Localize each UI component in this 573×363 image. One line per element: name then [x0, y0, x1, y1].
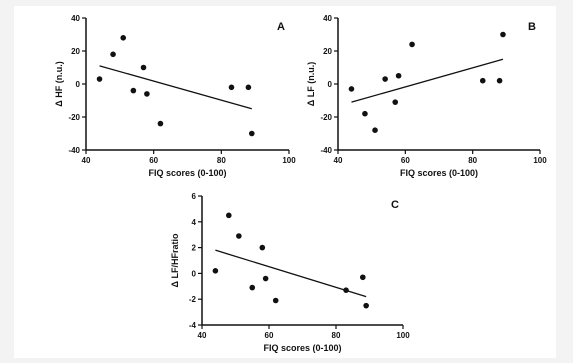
y-axis-label: Δ HF (n.u.) — [54, 61, 64, 106]
data-point — [144, 91, 150, 97]
panel-a: 40 60 80 100 -40 -20 0 20 40 Δ HF (n.u.) FIQ sco… — [54, 14, 296, 178]
y-tick-label: 20 — [323, 47, 332, 56]
x-tick-label: 60 — [401, 156, 410, 165]
x-axis-label: FIQ scores (0-100) — [263, 343, 341, 353]
y-tick-label: -40 — [320, 146, 332, 155]
x-tick-label: 80 — [468, 156, 477, 165]
panel-label: C — [391, 199, 399, 211]
data-point — [226, 212, 232, 219]
x-tick-label: 100 — [396, 331, 410, 340]
data-point — [236, 233, 242, 239]
data-point — [348, 86, 355, 92]
data-point — [496, 77, 503, 84]
x-tick-label: 40 — [334, 156, 343, 165]
data-point — [130, 87, 137, 94]
data-point — [228, 84, 235, 91]
panel-b: 40 60 80 100 -40 -20 0 20 40 Δ LF (n.u.) FIQ sco… — [306, 14, 547, 178]
data-points — [212, 212, 369, 309]
y-tick-label: -20 — [320, 113, 332, 122]
data-point — [372, 127, 378, 133]
y-tick-label: 6 — [192, 192, 197, 201]
x-axis-label: FIQ scores (0-100) — [400, 168, 478, 178]
trend-line — [215, 249, 367, 298]
data-point — [212, 268, 219, 274]
axis-ticks: 40 60 80 100 -40 -20 0 20 40 — [68, 14, 296, 165]
x-tick-label: 100 — [533, 156, 547, 165]
y-tick-label: 40 — [323, 14, 332, 23]
y-tick-label: 40 — [71, 14, 80, 23]
y-tick-label: 4 — [192, 218, 197, 227]
data-point — [259, 244, 266, 251]
x-tick-label: 60 — [149, 156, 158, 165]
data-points — [348, 31, 506, 133]
y-tick-label: -40 — [68, 146, 80, 155]
y-tick-label: -20 — [68, 113, 80, 122]
data-point — [392, 99, 399, 105]
x-tick-label: 100 — [282, 156, 296, 165]
data-points — [96, 35, 255, 137]
data-point — [500, 31, 506, 38]
y-tick-label: 0 — [192, 269, 197, 278]
y-tick-label: 20 — [71, 47, 80, 56]
axis-ticks: 40 60 80 100 -4 -2 0 2 4 6 — [189, 192, 410, 340]
x-tick-label: 80 — [332, 331, 341, 340]
x-tick-label: 40 — [82, 156, 91, 165]
panel-label: A — [277, 21, 285, 33]
trend-line — [99, 65, 252, 110]
data-point — [382, 76, 388, 82]
x-tick-label: 40 — [198, 331, 207, 340]
x-tick-label: 80 — [217, 156, 226, 165]
panel-label: B — [528, 21, 536, 33]
data-point — [248, 130, 255, 137]
data-point — [479, 77, 486, 84]
y-axis-label: Δ LF/HFratio — [170, 233, 180, 287]
data-point — [249, 284, 256, 291]
data-point — [363, 302, 369, 309]
data-point — [395, 72, 402, 79]
data-point — [272, 297, 279, 304]
data-point — [120, 35, 127, 41]
x-tick-label: 60 — [265, 331, 274, 340]
panel-c: 40 60 80 100 -4 -2 0 2 4 6 Δ LF/HFratio FIQ score… — [170, 192, 410, 353]
figure-canvas — [14, 6, 556, 358]
trend-line — [351, 58, 504, 103]
data-point — [157, 120, 164, 127]
data-point — [140, 64, 147, 71]
y-tick-label: -4 — [189, 321, 197, 330]
y-tick-label: 0 — [76, 80, 81, 89]
data-point — [409, 41, 415, 48]
y-tick-label: -2 — [189, 295, 197, 304]
data-point — [110, 51, 116, 58]
y-tick-label: 2 — [192, 244, 197, 253]
x-axis-label: FIQ scores (0-100) — [148, 168, 226, 178]
y-tick-label: 0 — [328, 80, 333, 89]
data-point — [343, 287, 349, 293]
data-point — [245, 84, 252, 91]
axis-ticks: 40 60 80 100 -40 -20 0 20 40 — [320, 14, 547, 165]
data-point — [362, 110, 368, 117]
data-point — [96, 76, 103, 82]
data-point — [360, 274, 366, 281]
data-point — [262, 275, 269, 282]
y-axis-label: Δ LF (n.u.) — [306, 62, 316, 106]
